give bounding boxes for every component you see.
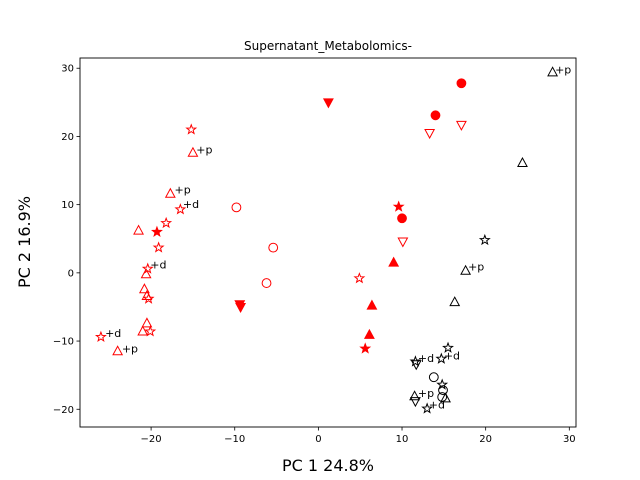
y-axis-ticks: −20 −10 0 10 20 30 (53, 64, 80, 416)
point-annotation: +d (183, 198, 199, 211)
point-annotation: +d (444, 349, 460, 362)
data-points (94, 66, 559, 414)
circle-marker (268, 242, 279, 253)
point-annotation: +p (196, 143, 212, 156)
x-tick-label: 20 (479, 434, 492, 445)
point-annotation: +p (175, 184, 191, 197)
triangle-up-marker (517, 156, 528, 168)
circle-marker (397, 213, 407, 224)
triangle-up-marker (409, 390, 421, 401)
point-annotation: +d (105, 327, 121, 340)
star-marker (185, 123, 198, 135)
star-marker (142, 292, 155, 304)
triangle-up-marker (460, 264, 472, 275)
star-marker (141, 262, 154, 274)
point-annotation: +p (555, 64, 571, 77)
star-marker (392, 200, 405, 212)
triangle-up-marker (366, 299, 378, 310)
triangle-up-marker (164, 187, 176, 198)
y-axis-label: PC 2 16.9% (15, 196, 34, 288)
y-tick-label: 30 (61, 64, 74, 75)
y-tick-label: 10 (61, 200, 74, 211)
x-tick-label: 10 (396, 434, 409, 445)
triangle-down-marker (235, 302, 247, 314)
triangle-up-marker (137, 325, 149, 336)
triangle-up-marker (138, 283, 150, 294)
point-annotation: +d (150, 259, 166, 272)
circle-marker (428, 372, 439, 383)
star-marker (478, 233, 491, 246)
y-tick-label: 0 (68, 268, 74, 279)
star-marker (160, 216, 173, 229)
point-annotation: +d (418, 352, 434, 365)
star-marker (144, 325, 157, 337)
circle-marker (456, 78, 467, 89)
circle-marker (430, 110, 441, 121)
star-marker (174, 203, 187, 215)
x-tick-label: 30 (563, 434, 576, 445)
triangle-down-marker (455, 120, 467, 131)
x-axis-ticks: −20 −10 0 10 20 30 (141, 427, 576, 445)
circle-marker (231, 202, 242, 213)
point-annotation: +p (418, 387, 434, 400)
triangle-down-marker (322, 98, 334, 109)
x-tick-label: 0 (315, 434, 321, 445)
triangle-up-marker (363, 328, 375, 339)
star-marker (359, 342, 372, 354)
point-annotation: +p (122, 343, 138, 356)
triangle-up-marker (547, 66, 559, 77)
plot-frame (79, 57, 577, 428)
star-marker (94, 330, 107, 343)
triangle-up-marker (140, 268, 152, 279)
star-marker (421, 402, 434, 414)
triangle-up-marker (449, 296, 461, 307)
star-marker (436, 378, 449, 390)
star-marker (152, 241, 165, 253)
chart-title: Supernatant_Metabolomics- (244, 39, 412, 53)
circle-marker (261, 278, 272, 288)
point-annotation: +p (468, 261, 484, 274)
x-tick-label: −20 (141, 434, 162, 445)
triangle-down-marker (424, 129, 436, 140)
star-marker (353, 272, 366, 284)
star-marker (151, 225, 163, 237)
triangle-up-marker (133, 224, 144, 235)
y-tick-label: −10 (53, 337, 74, 348)
triangle-down-marker (410, 360, 422, 371)
triangle-up-marker (388, 256, 400, 267)
circle-marker (438, 385, 448, 396)
y-tick-label: −20 (53, 405, 74, 416)
star-marker (442, 341, 454, 353)
x-tick-label: −10 (224, 434, 245, 445)
y-tick-label: 20 (61, 132, 74, 143)
triangle-down-marker (397, 237, 409, 248)
x-axis-label: PC 1 24.8% (282, 456, 374, 475)
triangle-up-marker (112, 345, 124, 356)
star-marker (435, 352, 448, 364)
point-annotations: +d+p+d+p+d+p+d+p+d+d+p+p (105, 64, 571, 412)
triangle-up-marker (141, 317, 153, 328)
star-marker (409, 355, 422, 367)
triangle-down-marker (409, 397, 421, 408)
triangle-up-marker (440, 392, 451, 403)
triangle-up-marker (187, 146, 199, 157)
point-annotation: +d (429, 398, 445, 411)
